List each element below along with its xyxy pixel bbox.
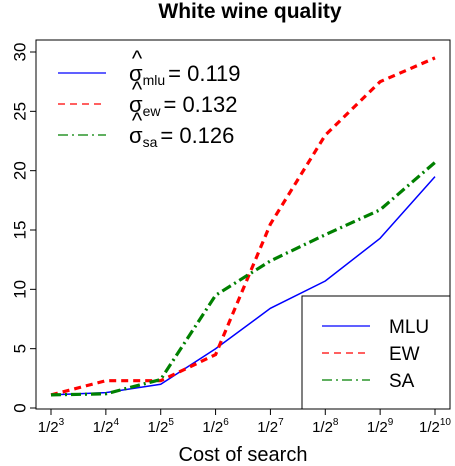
sigma-hat: ^: [132, 108, 143, 133]
y-tick-label: 25: [11, 102, 30, 121]
x-axis-label: Cost of search: [179, 444, 308, 466]
y-tick-label: 5: [11, 344, 30, 353]
x-tick-label: 1/24: [93, 417, 120, 436]
y-tick-label: 15: [11, 221, 30, 240]
x-tick-label: 1/29: [367, 417, 394, 436]
series-legend: MLU EW SA: [301, 295, 451, 410]
y-tick-label: 10: [11, 280, 30, 299]
chart-title: White wine quality: [158, 0, 341, 23]
plot-frame: [35, 39, 451, 410]
series-line-ew: [50, 56, 436, 397]
x-axis: 1/23 1/24 1/25 1/26 1/27 1/28 1/29 1/210: [38, 409, 451, 436]
x-tick-label: 1/28: [312, 417, 339, 436]
sigma-legend-label: σsa = 0.126: [129, 123, 234, 150]
legend-label: MLU: [389, 317, 429, 338]
legend-label: SA: [389, 371, 415, 392]
sigma-legend: ^σmlu = 0.119^σew = 0.132^σsa = 0.126: [58, 46, 241, 150]
series-lines: [50, 56, 437, 397]
y-tick-label: 0: [11, 403, 30, 412]
y-axis: 0 5 10 15 20 25 30: [11, 43, 36, 413]
sigma-legend-label: σew = 0.132: [129, 92, 238, 119]
x-tick-label: 1/23: [38, 417, 65, 436]
series-line-sa: [50, 161, 437, 397]
sigma-hat: ^: [132, 77, 143, 102]
y-tick-label: 20: [11, 161, 30, 180]
legend-label: EW: [389, 344, 420, 365]
x-tick-label: 1/210: [419, 417, 451, 436]
x-tick-label: 1/26: [202, 417, 229, 436]
y-tick-label: 30: [11, 43, 30, 62]
x-tick-label: 1/25: [148, 417, 175, 436]
sigma-legend-label: σmlu = 0.119: [129, 61, 241, 88]
x-tick-label: 1/27: [257, 417, 284, 436]
sigma-hat: ^: [132, 46, 143, 71]
